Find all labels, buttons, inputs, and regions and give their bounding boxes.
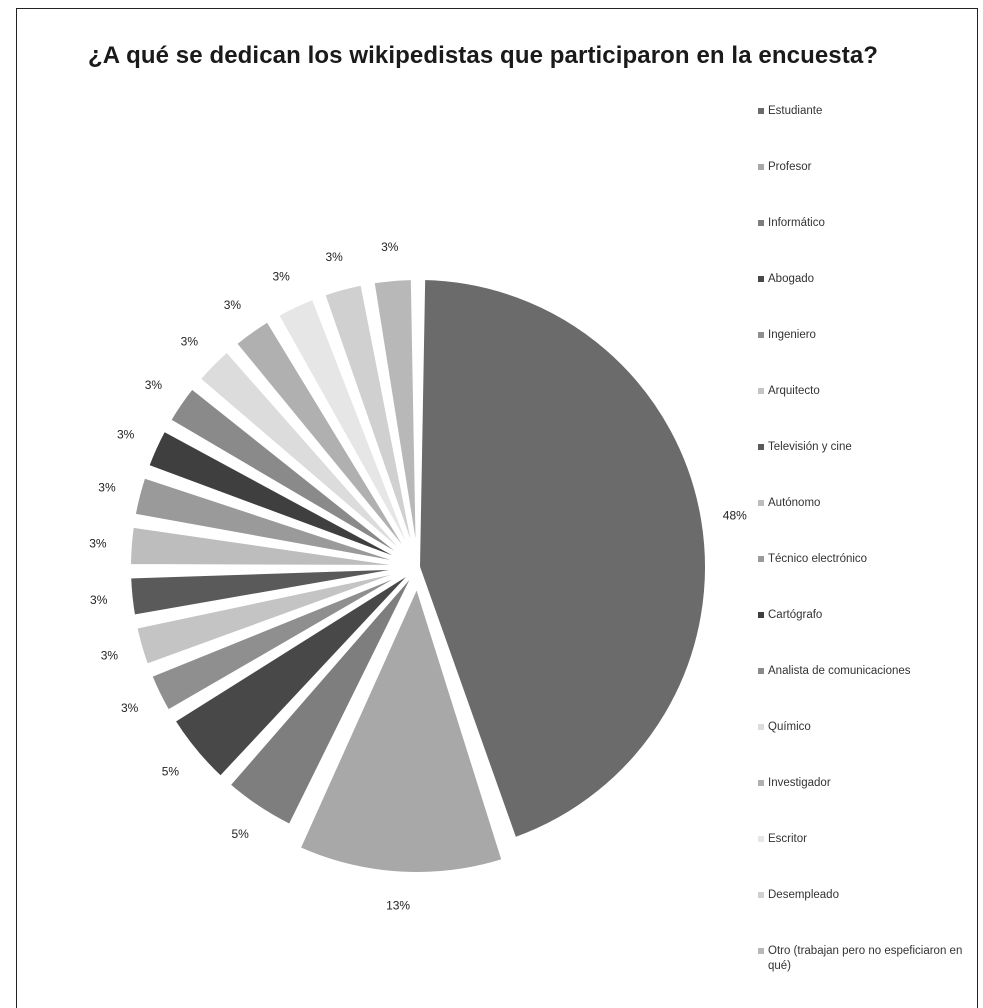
slice-percent-label: 3% (89, 536, 107, 550)
legend-label: Analista de comunicaciones (768, 665, 911, 677)
legend-swatch (758, 724, 764, 730)
legend-item: Arquitecto (758, 384, 973, 440)
pie-slice-11 (196, 348, 420, 569)
slice-percent-label: 48% (723, 508, 747, 522)
legend-swatch (758, 164, 764, 170)
pie-slice-4 (148, 565, 420, 714)
legend-item: Abogado (758, 272, 973, 328)
pie-slice-7 (127, 523, 420, 569)
legend-swatch (758, 276, 764, 282)
legend-item: Ingeniero (758, 328, 973, 384)
pie-slice-10 (166, 385, 420, 569)
pie-slice-8 (131, 474, 420, 569)
legend-label: Arquitecto (768, 385, 820, 397)
legend-swatch (758, 220, 764, 226)
legend-swatch (758, 668, 764, 674)
legend-item: Analista de comunicaciones (758, 664, 973, 720)
legend-item: Desempleado (758, 888, 973, 944)
legend-swatch (758, 780, 764, 786)
legend-item: Televisión y cine (758, 440, 973, 496)
legend-label: Autónomo (768, 497, 821, 509)
pie-slice-2 (226, 565, 420, 829)
legend-label: Técnico electrónico (768, 553, 868, 565)
legend-item: Otro (trabajan pero no espeficiaron en q… (758, 944, 973, 1000)
legend-label: Otro (trabajan pero no espeficiaron en q… (768, 945, 963, 972)
slice-percent-label: 3% (145, 378, 163, 392)
legend-swatch (758, 836, 764, 842)
pie-slice-9 (145, 427, 420, 569)
legend-item: Autónomo (758, 496, 973, 552)
chart-title: ¿A qué se dedican los wikipedistas que p… (88, 42, 879, 69)
legend-item: Profesor (758, 160, 973, 216)
pie-slice-5 (133, 565, 420, 668)
legend-label: Profesor (768, 161, 812, 173)
pie-slice-15 (370, 276, 420, 569)
legend-label: Abogado (768, 273, 815, 285)
legend-label: Escritor (768, 833, 807, 845)
legend-item: Investigador (758, 776, 973, 832)
pie-slice-12 (232, 318, 420, 569)
legend-swatch (758, 892, 764, 898)
legend-swatch (758, 500, 764, 506)
slice-percent-label: 3% (224, 298, 242, 312)
slice-percent-label: 3% (121, 701, 139, 715)
pie-slice-13 (274, 295, 420, 569)
legend-label: Químico (768, 721, 811, 733)
legend-item: Químico (758, 720, 973, 776)
slice-percent-label: 3% (98, 481, 116, 495)
slice-percent-label: 5% (162, 764, 180, 778)
legend-item: Informático (758, 216, 973, 272)
slice-percent-label: 3% (181, 335, 199, 349)
legend-item: Escritor (758, 832, 973, 888)
legend-label: Estudiante (768, 105, 823, 117)
pie-slice-14 (321, 281, 420, 569)
legend-swatch (758, 948, 764, 954)
legend-item: Cartógrafo (758, 608, 973, 664)
legend-label: Informático (768, 217, 825, 229)
legend-swatch (758, 388, 764, 394)
legend-item: Estudiante (758, 104, 973, 160)
legend-item: Técnico electrónico (758, 552, 973, 608)
legend-swatch (758, 444, 764, 450)
legend-label: Televisión y cine (768, 441, 852, 453)
slice-percent-label: 3% (117, 427, 135, 441)
slice-percent-label: 13% (386, 898, 410, 912)
pie-slice-6 (127, 565, 420, 619)
legend-label: Ingeniero (768, 329, 816, 341)
slice-percent-label: 5% (231, 827, 249, 841)
legend-swatch (758, 332, 764, 338)
slice-percent-label: 3% (381, 240, 399, 254)
pie-slice-1 (296, 582, 506, 876)
legend-label: Cartógrafo (768, 609, 823, 621)
slice-percent-label: 3% (90, 593, 108, 607)
legend-label: Desempleado (768, 889, 839, 901)
legend-swatch (758, 612, 764, 618)
pie-slice-3 (171, 565, 420, 781)
pie-slice-0 (416, 276, 709, 842)
slice-percent-label: 3% (101, 648, 119, 662)
legend-swatch (758, 108, 764, 114)
legend-label: Investigador (768, 777, 831, 789)
slice-percent-label: 3% (272, 270, 290, 284)
legend-swatch (758, 556, 764, 562)
chart-legend: Estudiante Profesor Informático Abogado Inge… (758, 104, 973, 1000)
slice-percent-label: 3% (325, 250, 343, 264)
